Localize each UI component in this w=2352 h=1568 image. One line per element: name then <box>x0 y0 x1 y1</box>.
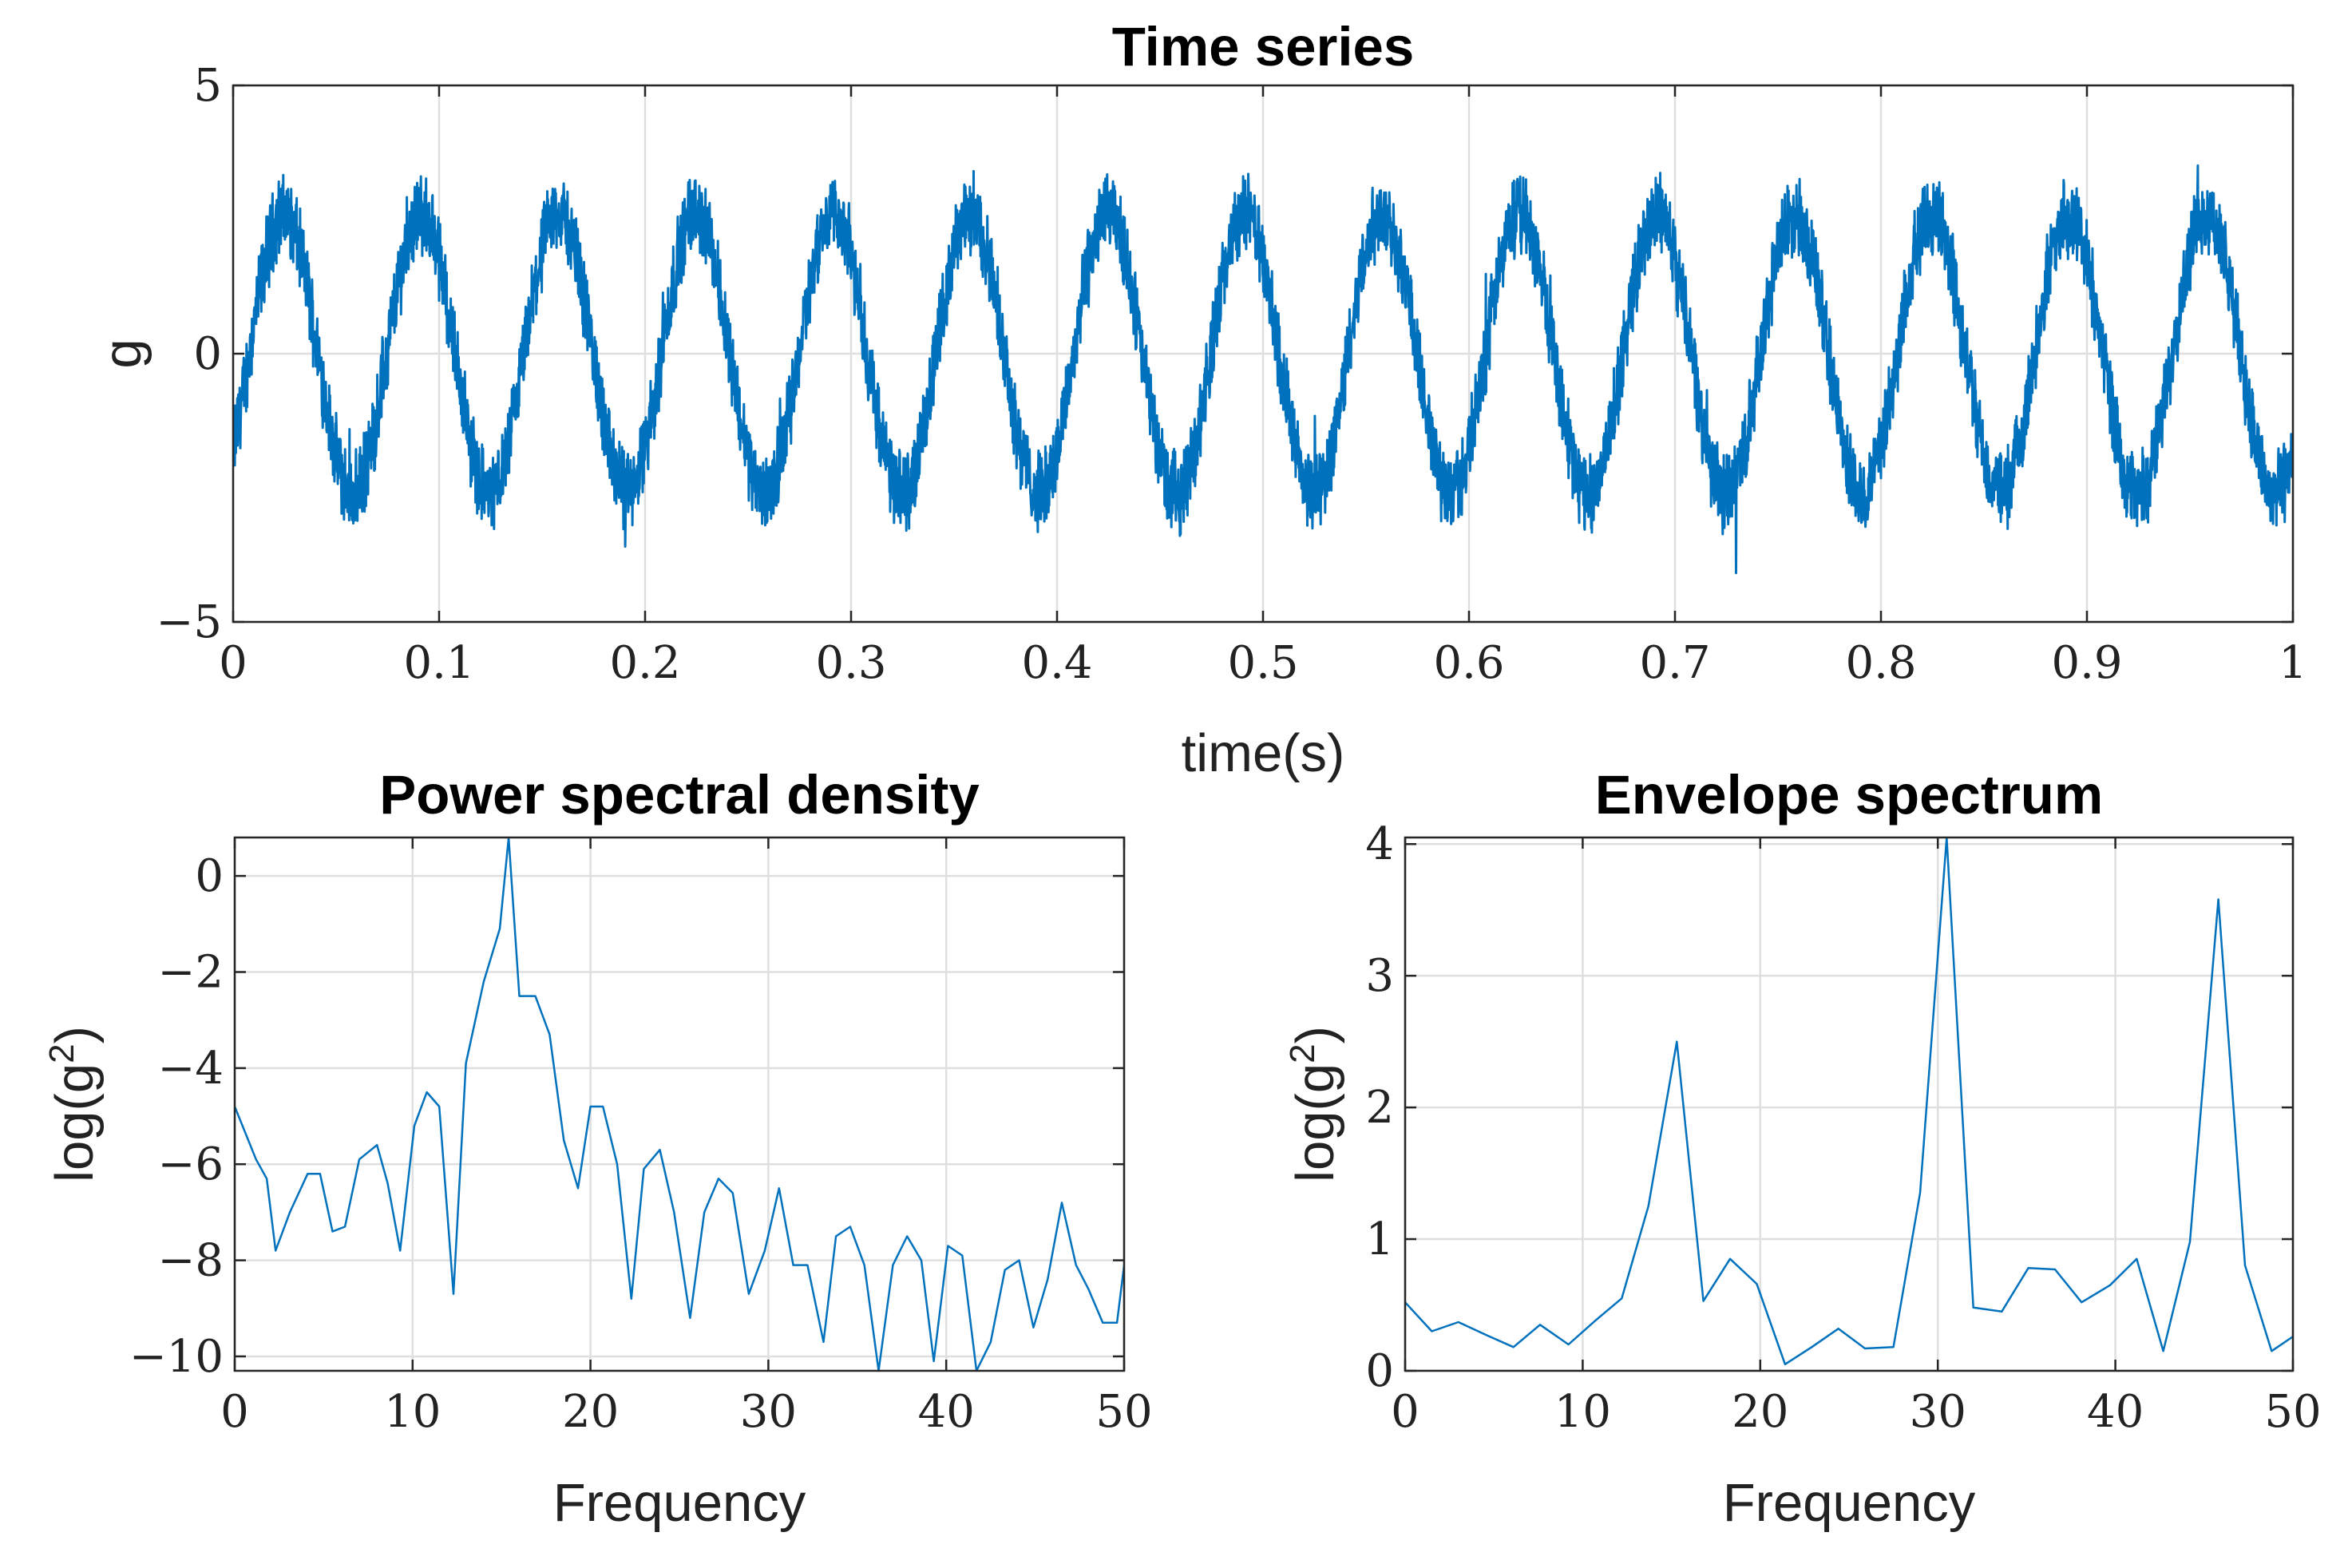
envelope-series <box>1405 836 2293 1366</box>
envelope-axes-frame <box>1404 836 2295 1372</box>
psd-x-axis-label: Frequency <box>553 1473 806 1533</box>
time-series-x-tick-label: 0.7 <box>1639 637 1710 689</box>
psd-ticks: 0 10 20 30 40 50 −10 −8 −6 −4 −2 0 <box>129 837 1153 1438</box>
time-series-y-tick-label: −5 <box>156 596 222 648</box>
time-series-ticks: 0 0.1 0.2 0.3 0.4 0.5 0.6 0.7 0.8 0.9 1−505 <box>156 60 2306 689</box>
psd-y-label-suffix: ) <box>45 1026 105 1043</box>
time-series-x-axis-label: time(s) <box>1182 723 1345 783</box>
envelope-x-tick-label: 50 <box>2264 1386 2321 1438</box>
psd-y-tick-label: −8 <box>157 1235 224 1287</box>
time-series-series-line <box>233 164 2293 575</box>
envelope-x-tick-label: 30 <box>1910 1386 1966 1438</box>
psd-series <box>235 836 1124 1372</box>
time-series-panel: 0 0.1 0.2 0.3 0.4 0.5 0.6 0.7 0.8 0.9 1−505 Time s… <box>93 16 2307 783</box>
envelope-series-line <box>1405 836 2293 1366</box>
envelope-y-tick-label: 3 <box>1365 950 1394 1002</box>
time-series-y-axis-label: g <box>93 339 152 368</box>
time-series-x-tick-label: 0.6 <box>1433 637 1504 689</box>
envelope-x-tick-label: 0 <box>1391 1386 1420 1438</box>
time-series-x-tick-label: 0 <box>219 637 247 689</box>
time-series-series <box>233 164 2293 575</box>
psd-series-line <box>235 836 1124 1372</box>
envelope-y-tick-label: 1 <box>1365 1214 1394 1265</box>
psd-x-tick-label: 10 <box>384 1386 441 1438</box>
time-series-x-tick-label: 0.8 <box>1845 637 1916 689</box>
envelope-y-tick-label: 0 <box>1365 1345 1394 1397</box>
envelope-y-label-suffix: ) <box>1285 1026 1345 1043</box>
envelope-y-axis-label: log(g2) <box>1283 1026 1346 1182</box>
time-series-x-tick-label: 1 <box>2279 637 2307 689</box>
psd-y-tick-label: −6 <box>157 1138 224 1190</box>
psd-y-tick-label: −2 <box>157 947 224 999</box>
time-series-y-tick-label: 5 <box>193 60 222 112</box>
time-series-x-tick-label: 0.4 <box>1021 637 1092 689</box>
psd-axes-frame <box>233 836 1126 1372</box>
time-series-x-tick-label: 0.1 <box>403 637 474 689</box>
envelope-x-tick-label: 40 <box>2087 1386 2144 1438</box>
time-series-axes-frame <box>232 84 2295 624</box>
psd-y-label-superscript: 2 <box>42 1043 81 1063</box>
psd-title: Power spectral density <box>379 764 980 826</box>
psd-y-tick-label: −4 <box>157 1043 224 1095</box>
envelope-title: Envelope spectrum <box>1595 764 2104 826</box>
time-series-title: Time series <box>1112 16 1415 77</box>
envelope-x-axis-label: Frequency <box>1723 1473 1976 1533</box>
psd-y-tick-label: −10 <box>129 1331 224 1383</box>
psd-x-tick-label: 0 <box>220 1386 249 1438</box>
time-series-x-tick-label: 0.3 <box>815 637 886 689</box>
envelope-y-label-main: log(g <box>1285 1063 1345 1182</box>
envelope-panel: 0 10 20 30 40 50 0 1 2 3 4 Envelope spectrum Frequ… <box>1283 764 2322 1533</box>
time-series-x-tick-label: 0.5 <box>1227 637 1298 689</box>
psd-x-tick-label: 50 <box>1095 1386 1152 1438</box>
time-series-x-tick-label: 0.9 <box>2051 637 2122 689</box>
psd-y-label-main: log(g <box>45 1063 105 1182</box>
psd-y-tick-label: 0 <box>195 850 224 902</box>
envelope-y-label-superscript: 2 <box>1283 1043 1322 1063</box>
time-series-x-tick-label: 0.2 <box>609 637 680 689</box>
envelope-ticks: 0 10 20 30 40 50 0 1 2 3 4 <box>1365 818 2321 1438</box>
psd-x-tick-label: 40 <box>918 1386 975 1438</box>
envelope-x-tick-label: 20 <box>1732 1386 1788 1438</box>
psd-y-axis-label: log(g2) <box>42 1026 105 1182</box>
envelope-y-tick-label: 2 <box>1365 1082 1394 1134</box>
psd-x-tick-label: 30 <box>740 1386 797 1438</box>
psd-panel: 0 10 20 30 40 50 −10 −8 −6 −4 −2 0 Power spectral d… <box>42 764 1153 1533</box>
envelope-x-tick-label: 10 <box>1554 1386 1611 1438</box>
psd-x-tick-label: 20 <box>562 1386 619 1438</box>
envelope-y-tick-label: 4 <box>1365 818 1394 870</box>
time-series-y-tick-label: 0 <box>193 328 222 380</box>
